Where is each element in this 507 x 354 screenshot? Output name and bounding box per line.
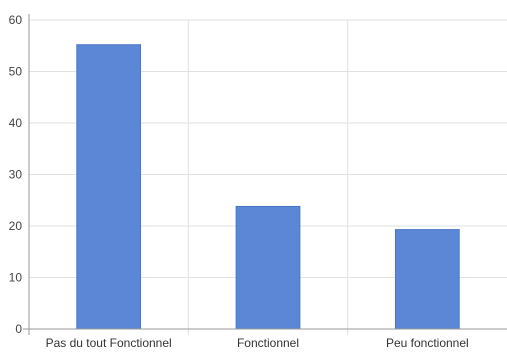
y-tick-label-0: 0 — [15, 322, 22, 336]
bar-1 — [235, 205, 301, 330]
y-tick-label-10: 10 — [9, 271, 23, 285]
y-tick-label-50: 50 — [9, 65, 23, 79]
x-tick-label-0: Pas du tout Fonctionnel — [46, 336, 172, 350]
y-tick-labels: 0 10 20 30 40 50 60 — [9, 13, 23, 336]
bars — [76, 44, 460, 330]
y-tick-label-30: 30 — [9, 168, 23, 182]
bar-0 — [76, 44, 142, 330]
y-tick-label-20: 20 — [9, 219, 23, 233]
y-tick-label-60: 60 — [9, 13, 23, 27]
x-tick-label-1: Fonctionnel — [237, 336, 299, 350]
bar-2 — [394, 229, 460, 330]
x-tick-labels: Pas du tout Fonctionnel Fonctionnel Peu fo… — [46, 336, 469, 350]
axes — [23, 14, 507, 335]
y-tick-label-40: 40 — [9, 116, 23, 130]
x-tick-label-2: Peu fonctionnel — [386, 336, 469, 350]
